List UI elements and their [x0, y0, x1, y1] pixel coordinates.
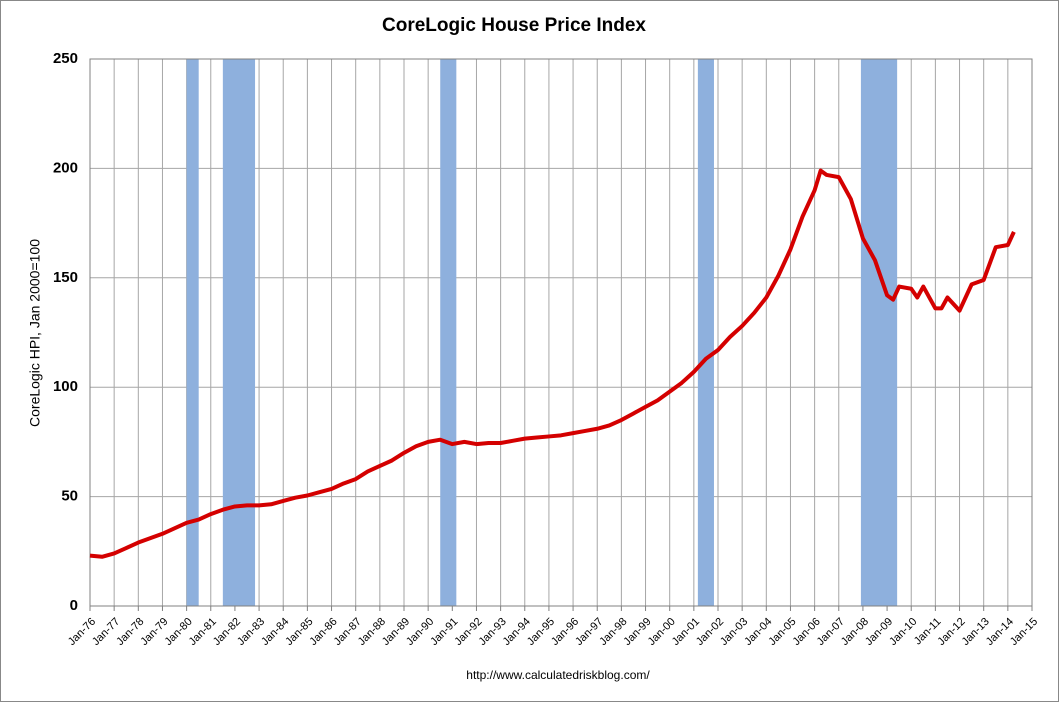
recession-band [440, 59, 457, 606]
recession-band [186, 59, 199, 606]
y-tick-label: 100 [53, 378, 78, 395]
plot-area: 050100150200250Jan-76Jan-77Jan-78Jan-79J… [53, 50, 1040, 648]
recession-band [697, 59, 714, 606]
recession-band [860, 59, 898, 606]
plot-border [89, 58, 1033, 607]
y-tick-label: 50 [61, 488, 78, 505]
y-tick-label: 150 [53, 269, 78, 286]
y-tick-label: 200 [53, 159, 78, 176]
y-tick-label: 250 [53, 50, 78, 67]
data-line [89, 168, 1016, 559]
y-tick-label: 0 [70, 597, 78, 614]
y-axis-label: CoreLogic HPI, Jan 2000=100 [27, 239, 43, 427]
chart-title: CoreLogic House Price Index [382, 15, 646, 36]
recession-band [222, 59, 256, 606]
source-note: http://www.calculatedriskblog.com/ [466, 668, 650, 682]
